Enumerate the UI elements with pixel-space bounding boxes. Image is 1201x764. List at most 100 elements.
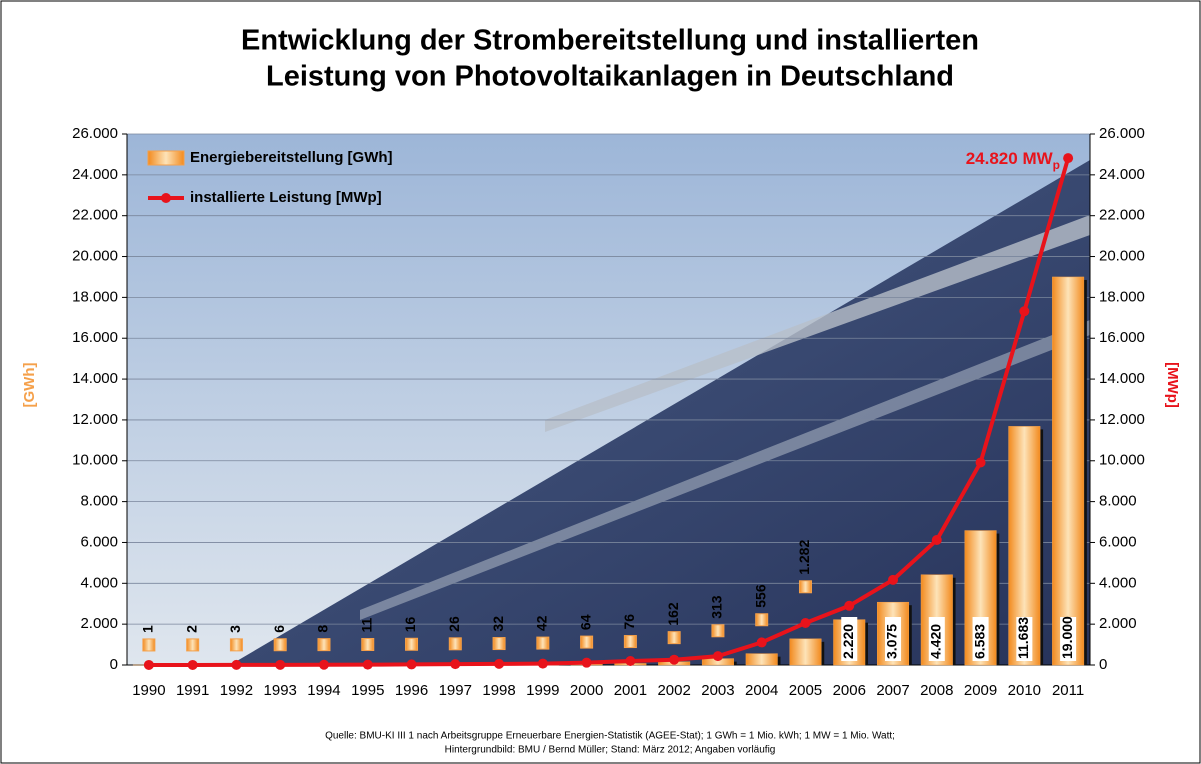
- label-marker: [229, 638, 243, 652]
- x-tick-label: 2010: [1008, 682, 1041, 699]
- y2-tick-label: 0: [1099, 656, 1107, 673]
- value-label: 19.000: [1059, 616, 1075, 659]
- line-marker: [187, 659, 198, 670]
- value-label: 32: [490, 616, 506, 632]
- y-tick-label: 12.000: [72, 411, 118, 428]
- line-marker: [143, 659, 154, 670]
- y2-tick-label: 2.000: [1099, 615, 1137, 632]
- value-label: 11.683: [1015, 617, 1031, 659]
- value-label: 76: [621, 614, 637, 630]
- bar: [1052, 276, 1085, 666]
- line-marker: [231, 659, 242, 670]
- bar: [745, 653, 778, 666]
- line-marker: [975, 457, 986, 468]
- value-label: 1.282: [796, 540, 812, 575]
- x-tick-label: 2005: [789, 682, 822, 699]
- x-tick-label: 2002: [657, 682, 690, 699]
- label-marker: [186, 638, 200, 652]
- y2-tick-label: 6.000: [1099, 533, 1137, 550]
- y2-tick-label: 22.000: [1099, 207, 1145, 224]
- annotation: 24.820 MWp: [966, 149, 1060, 172]
- y2-tick-label: 10.000: [1099, 452, 1145, 469]
- value-label: 3.075: [884, 624, 900, 659]
- x-tick-label: 2007: [876, 682, 909, 699]
- source: Hintergrundbild: BMU / Bernd Müller; Sta…: [445, 745, 776, 756]
- y-axis-label: [GWh]: [21, 363, 38, 408]
- value-label: 3: [227, 625, 243, 633]
- x-tick-label: 1996: [395, 682, 428, 699]
- x-tick-label: 2011: [1052, 682, 1084, 699]
- value-label: 556: [752, 584, 768, 608]
- label-marker: [405, 637, 419, 651]
- value-label: 2: [183, 625, 199, 633]
- line-marker: [581, 657, 592, 668]
- line-marker: [800, 618, 811, 629]
- y-tick-label: 10.000: [72, 452, 118, 469]
- label-marker: [273, 638, 287, 652]
- title-line: Entwicklung der Strombereitstellung und …: [241, 25, 979, 57]
- x-tick-label: 2003: [701, 682, 734, 699]
- y-tick-label: 8.000: [80, 493, 118, 510]
- label-marker: [142, 638, 156, 652]
- line-marker: [318, 659, 329, 670]
- label-box: [885, 617, 902, 661]
- label-box: [972, 617, 989, 661]
- line-marker: [1063, 153, 1074, 164]
- line: [148, 157, 1071, 667]
- y2-tick-label: 8.000: [1099, 493, 1137, 510]
- y2-tick-label: 4.000: [1099, 574, 1137, 591]
- y2-tick-label: 16.000: [1099, 329, 1145, 346]
- y-tick-label: 14.000: [72, 370, 118, 387]
- y2-tick-label: 24.000: [1099, 166, 1145, 183]
- line-marker: [1019, 306, 1030, 317]
- x-tick-label: 1994: [307, 682, 340, 699]
- label-marker: [711, 624, 725, 638]
- value-label: 6: [271, 625, 287, 633]
- label-marker: [755, 613, 769, 627]
- value-label: 64: [577, 614, 593, 630]
- label-box: [841, 617, 858, 661]
- y-tick-label: 2.000: [80, 615, 118, 632]
- y-tick-label: 0: [110, 656, 118, 673]
- value-label: 4.420: [927, 624, 943, 659]
- y-tick-label: 18.000: [72, 288, 118, 305]
- x-tick-label: 2008: [920, 682, 953, 699]
- line-marker: [406, 659, 417, 670]
- y-tick-label: 20.000: [72, 248, 118, 265]
- line-marker: [625, 656, 636, 667]
- x-tick-label: 2009: [964, 682, 997, 699]
- y2-tick-label: 18.000: [1099, 288, 1145, 305]
- y-tick-label: 16.000: [72, 329, 118, 346]
- value-label: 1: [140, 625, 156, 633]
- legend-marker: [161, 193, 171, 203]
- line-marker: [931, 535, 942, 546]
- label-marker: [536, 636, 550, 650]
- x-tick-label: 1999: [526, 682, 559, 699]
- label-box: [1060, 617, 1077, 661]
- x-tick-label: 1991: [176, 682, 209, 699]
- y2-tick-label: 12.000: [1099, 411, 1145, 428]
- value-label: 16: [402, 616, 418, 632]
- background: [127, 134, 1090, 665]
- y2-tick-label: 20.000: [1099, 248, 1145, 265]
- annotation-subscript: p: [1053, 158, 1060, 172]
- y-tick-label: 6.000: [80, 533, 118, 550]
- y2-tick-label: 14.000: [1099, 370, 1145, 387]
- label-marker: [317, 638, 331, 652]
- y-tick-label: 4.000: [80, 574, 118, 591]
- label-marker: [667, 631, 681, 645]
- x-tick-label: 1998: [482, 682, 515, 699]
- annotation-text: 24.820 MW: [966, 149, 1054, 168]
- line-marker: [712, 651, 723, 662]
- bar: [789, 638, 822, 666]
- y2-axis-label: [MWp]: [1164, 362, 1181, 408]
- source: Quelle: BMU-KI III 1 nach Arbeitsgruppe …: [325, 731, 895, 742]
- value-label: 26: [446, 616, 462, 632]
- line-marker: [756, 637, 767, 648]
- x-tick-label: 1997: [439, 682, 472, 699]
- line-marker: [494, 658, 505, 669]
- x-tick-label: 1993: [264, 682, 297, 699]
- line-marker: [669, 654, 680, 665]
